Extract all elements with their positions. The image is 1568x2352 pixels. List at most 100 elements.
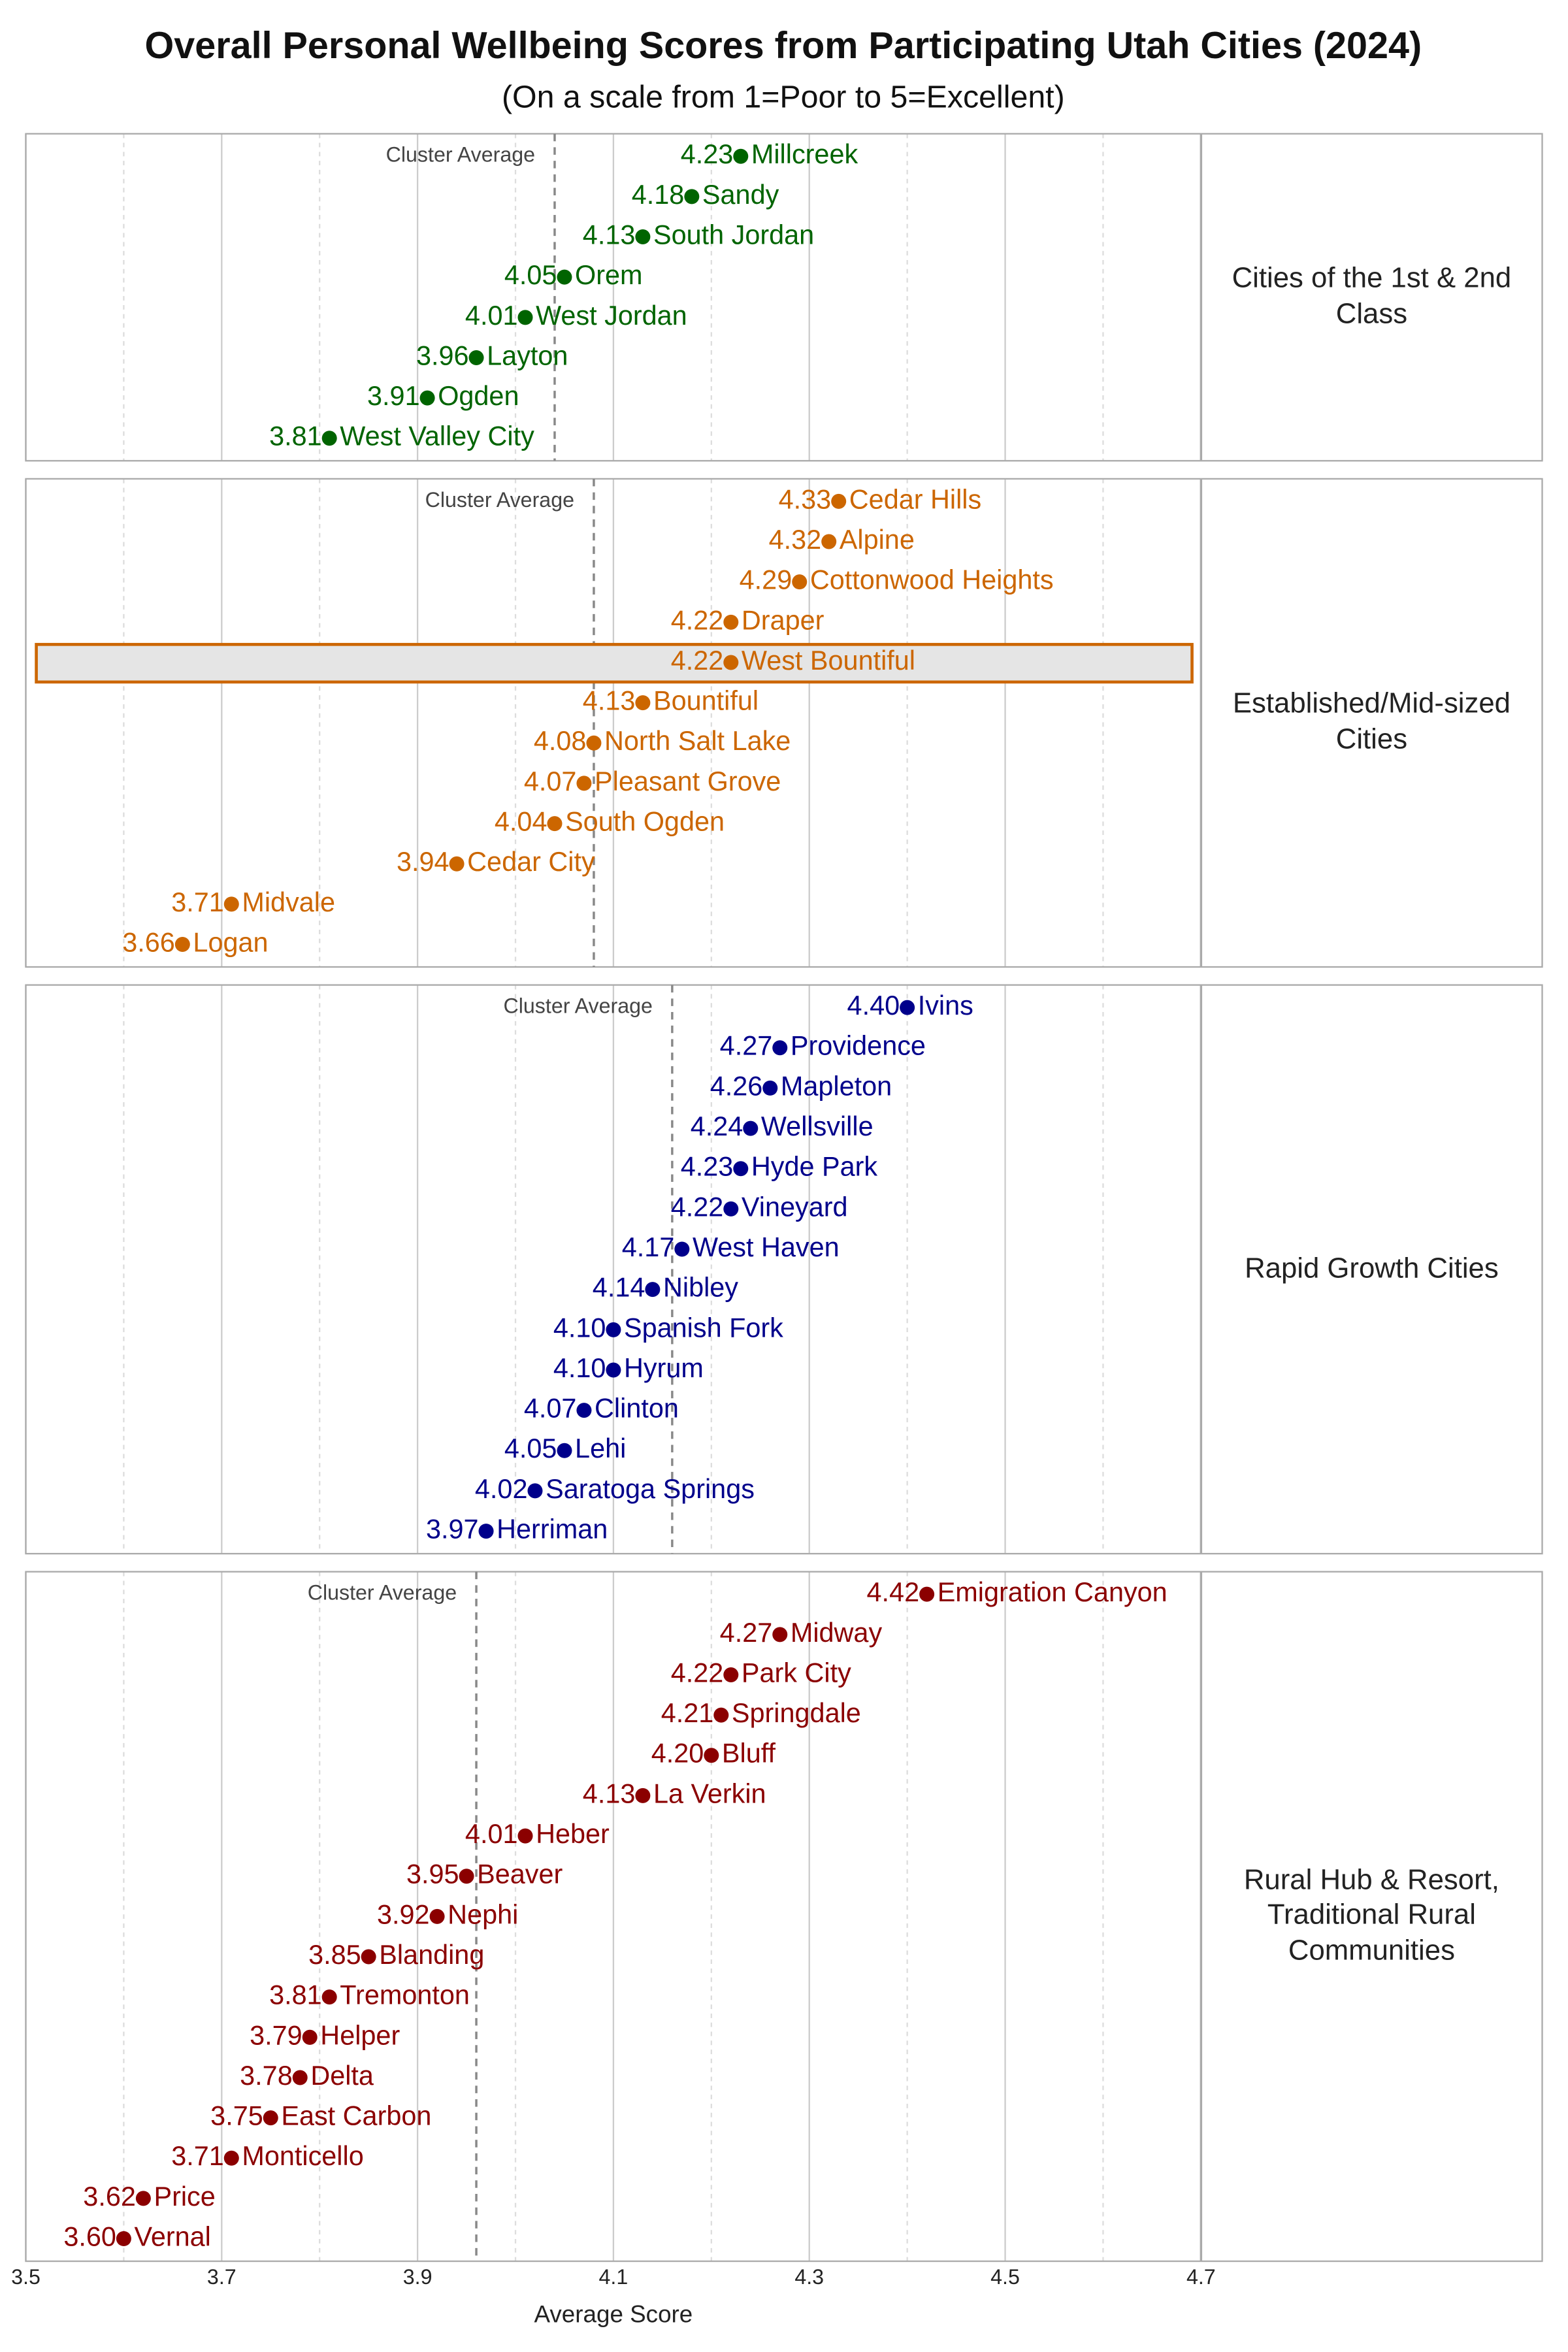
x-tick-label: 3.9 [403, 2265, 433, 2289]
cluster-average-label: Cluster Average [308, 1581, 457, 1605]
dot [919, 1586, 935, 1602]
dot [223, 896, 239, 912]
cluster-average-label: Cluster Average [386, 143, 535, 167]
city-label: Beaver [477, 1859, 563, 1889]
city-label: West Valley City [340, 421, 534, 451]
panel-label: Rapid Growth Cities [1245, 1252, 1499, 1285]
value-label: 3.60 [63, 2221, 116, 2251]
value-label: 4.21 [661, 1698, 714, 1728]
dot [174, 937, 190, 953]
dot [478, 1524, 494, 1539]
cluster-average-label: Cluster Average [425, 488, 574, 512]
city-label: Sandy [702, 180, 779, 210]
panel-label: Established/Mid-sized Cities [1232, 689, 1511, 757]
city-label: Price [154, 2181, 215, 2212]
x-axis-label: Average Score [534, 2301, 693, 2328]
dot [429, 1908, 445, 1924]
city-label: La Verkin [653, 1778, 766, 1808]
dot [674, 1241, 690, 1257]
value-label: 3.71 [171, 887, 224, 917]
city-label: Lehi [575, 1433, 626, 1463]
panel-label-box: Established/Mid-sized Cities [1232, 689, 1511, 757]
city-label: Ivins [918, 990, 973, 1021]
city-label: Monticello [242, 2141, 363, 2171]
dot [468, 350, 484, 365]
city-label: Midway [791, 1618, 883, 1648]
dot [723, 1201, 739, 1217]
x-tick-label: 4.7 [1186, 2265, 1216, 2289]
city-label: Cedar Hills [849, 484, 981, 514]
city-label: Ogden [438, 381, 519, 411]
value-label: 4.10 [553, 1313, 606, 1343]
dot [635, 695, 651, 711]
dot [557, 269, 572, 285]
city-label: Orem [575, 260, 642, 290]
city-label: Blanding [379, 1940, 484, 1970]
value-label: 4.40 [847, 990, 900, 1021]
value-label: 4.13 [583, 686, 636, 716]
value-label: 4.23 [681, 1152, 734, 1182]
value-label: 4.17 [622, 1232, 675, 1262]
dot [635, 229, 651, 245]
dot [517, 310, 533, 325]
panel-label: Cities of the 1st & 2nd Class [1232, 263, 1512, 331]
city-label: West Haven [693, 1232, 840, 1262]
value-label: 4.27 [720, 1618, 773, 1648]
city-label: West Jordan [536, 301, 687, 331]
dot [459, 1869, 474, 1884]
value-label: 4.27 [720, 1031, 773, 1061]
city-label: Cedar City [467, 847, 595, 877]
city-label: Tremonton [340, 1980, 470, 2010]
dot [419, 390, 435, 406]
city-label: Herriman [497, 1514, 608, 1544]
value-label: 3.91 [367, 381, 420, 411]
value-label: 3.62 [83, 2181, 136, 2212]
city-label: Springdale [732, 1698, 861, 1728]
panel-frame [25, 133, 1543, 462]
city-label: Helper [320, 2020, 400, 2050]
dot [792, 574, 808, 590]
dot [713, 1707, 729, 1723]
dot [900, 1000, 915, 1015]
city-label: South Ogden [565, 807, 725, 837]
dot [762, 1080, 778, 1096]
value-label: 4.05 [504, 1433, 557, 1463]
value-label: 4.04 [495, 807, 547, 837]
value-label: 3.92 [377, 1899, 430, 1929]
value-label: 4.32 [769, 525, 822, 555]
dot [606, 1322, 621, 1337]
dot [743, 1120, 759, 1136]
dot [517, 1828, 533, 1844]
x-tick-label: 3.5 [11, 2265, 41, 2289]
city-label: Park City [742, 1658, 851, 1688]
dot [547, 816, 563, 832]
value-label: 4.08 [534, 726, 587, 756]
value-label: 4.24 [691, 1111, 743, 1141]
city-label: Bountiful [653, 686, 759, 716]
dot [263, 2110, 278, 2126]
value-label: 3.97 [426, 1514, 479, 1544]
city-label: Draper [742, 605, 825, 635]
value-label: 4.18 [632, 180, 685, 210]
value-label: 4.22 [671, 645, 724, 676]
dot [449, 856, 465, 872]
city-label: Cottonwood Heights [810, 565, 1054, 595]
city-label: Clinton [595, 1394, 679, 1424]
value-label: 4.01 [465, 301, 518, 331]
city-label: Hyrum [624, 1353, 704, 1383]
dot [135, 2191, 151, 2206]
city-label: Emigration Canyon [938, 1577, 1168, 1607]
value-label: 3.94 [397, 847, 449, 877]
value-label: 4.02 [475, 1474, 528, 1504]
panel-frame [25, 478, 1543, 968]
city-label: East Carbon [281, 2101, 431, 2131]
value-label: 4.10 [553, 1353, 606, 1383]
value-label: 3.79 [250, 2020, 302, 2050]
value-label: 4.13 [583, 1778, 636, 1808]
value-label: 4.13 [583, 220, 636, 250]
city-label: Mapleton [781, 1071, 892, 1101]
value-label: 4.07 [524, 766, 577, 796]
city-label: Spanish Fork [624, 1313, 783, 1343]
dot [586, 735, 602, 751]
city-label: West Bountiful [742, 645, 915, 676]
